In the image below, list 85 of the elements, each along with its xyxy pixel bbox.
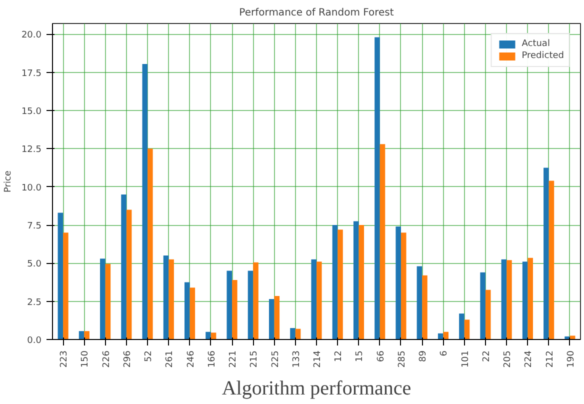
bar bbox=[248, 270, 254, 340]
bar bbox=[105, 264, 111, 340]
bar bbox=[338, 230, 343, 340]
bar bbox=[374, 37, 380, 340]
bar bbox=[168, 259, 174, 340]
bar bbox=[184, 282, 190, 340]
x-tick-label: 101 bbox=[460, 350, 471, 368]
y-tick-label: 17.5 bbox=[21, 68, 42, 79]
y-tick-label: 5.0 bbox=[27, 260, 42, 270]
bar bbox=[63, 232, 68, 340]
x-tick-label: 221 bbox=[228, 350, 239, 368]
chart-title: Performance of Random Forest bbox=[239, 8, 394, 18]
bar bbox=[253, 262, 258, 340]
y-axis-title: Price bbox=[3, 170, 14, 192]
bar bbox=[459, 314, 464, 340]
bar bbox=[100, 258, 106, 340]
bar bbox=[268, 299, 274, 340]
y-tick-label: 12.5 bbox=[21, 145, 42, 156]
bar bbox=[84, 331, 90, 340]
bar bbox=[416, 266, 422, 340]
bar bbox=[332, 225, 338, 340]
y-tick-label: 2.5 bbox=[27, 298, 42, 308]
bar bbox=[226, 270, 232, 340]
bar bbox=[422, 275, 428, 340]
x-tick-label: 89 bbox=[418, 350, 429, 362]
bar bbox=[210, 332, 216, 340]
bar bbox=[232, 280, 238, 340]
x-tick-label: 226 bbox=[102, 350, 112, 368]
bar bbox=[274, 296, 280, 340]
x-tick-label: 150 bbox=[80, 350, 91, 368]
x-tick-label: 166 bbox=[207, 350, 218, 368]
bar bbox=[353, 221, 359, 340]
bar bbox=[480, 272, 486, 340]
x-tick-label: 224 bbox=[524, 350, 534, 368]
x-tick-label: 225 bbox=[270, 350, 281, 368]
bar bbox=[126, 210, 132, 340]
x-tick-label: 285 bbox=[397, 350, 408, 368]
bar bbox=[206, 332, 211, 340]
bar bbox=[190, 288, 196, 340]
bar bbox=[78, 331, 84, 340]
x-tick-label: 22 bbox=[482, 350, 492, 362]
bar bbox=[316, 262, 322, 340]
y-tick-label: 15.0 bbox=[21, 107, 42, 118]
bar bbox=[163, 256, 169, 340]
bar bbox=[506, 260, 512, 340]
bar bbox=[548, 180, 554, 340]
x-tick-label: 205 bbox=[503, 350, 514, 368]
legend-label: Predicted bbox=[522, 51, 564, 61]
x-tick-label: 214 bbox=[313, 350, 323, 368]
bar bbox=[58, 212, 64, 340]
x-tick-label: 52 bbox=[144, 350, 154, 362]
bar bbox=[501, 259, 507, 340]
bar bbox=[142, 64, 148, 340]
bar bbox=[121, 194, 126, 340]
bar bbox=[464, 320, 470, 340]
y-tick-label: 7.5 bbox=[27, 222, 42, 232]
bar bbox=[528, 258, 533, 340]
bar bbox=[148, 148, 153, 340]
y-tick-label: 0.0 bbox=[27, 336, 42, 346]
x-tick-label: 246 bbox=[186, 350, 196, 368]
x-tick-label: 296 bbox=[122, 350, 133, 368]
y-tick-label: 20.0 bbox=[21, 30, 42, 41]
bar bbox=[380, 144, 386, 340]
bar bbox=[358, 225, 364, 340]
x-tick-label: 15 bbox=[355, 350, 366, 362]
bar bbox=[311, 259, 316, 340]
x-tick-label: 215 bbox=[250, 350, 260, 368]
bar bbox=[396, 226, 401, 340]
x-tick-label: 261 bbox=[165, 350, 176, 368]
bar bbox=[522, 262, 528, 340]
bar bbox=[485, 290, 491, 340]
x-tick-label: 212 bbox=[545, 350, 556, 368]
y-tick-label: 10.0 bbox=[21, 183, 42, 194]
x-tick-label: 190 bbox=[566, 350, 576, 368]
x-tick-label: 223 bbox=[60, 350, 70, 368]
bar bbox=[544, 168, 549, 340]
x-tick-label: 66 bbox=[376, 350, 386, 362]
bar bbox=[290, 328, 296, 340]
bar bbox=[443, 332, 448, 340]
x-tick-label: 133 bbox=[292, 350, 302, 368]
text: Algorithm performance bbox=[222, 378, 412, 400]
x-tick-label: 6 bbox=[440, 350, 450, 356]
bar bbox=[400, 232, 406, 340]
legend-label: Actual bbox=[522, 39, 550, 49]
x-tick-label: 12 bbox=[334, 350, 344, 362]
